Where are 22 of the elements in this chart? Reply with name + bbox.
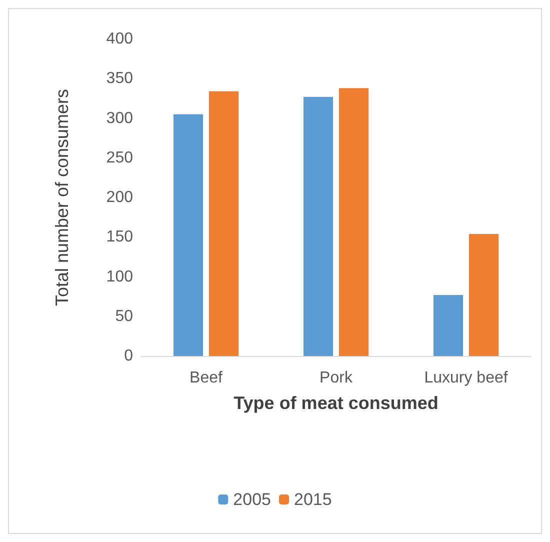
y-tick-label: 200 [106,189,134,206]
y-tick-label: 150 [106,228,134,246]
bar [304,96,334,356]
bar [208,91,238,356]
y-tick-label: 50 [115,308,134,325]
x-axis-title: Type of meat consumed [234,393,438,413]
y-tick-label: 250 [106,149,134,166]
x-tick-label: Beef [190,370,224,386]
y-tick-label: 0 [124,348,134,364]
y-axis-title: Total number of consumers [52,88,72,306]
x-tick-label: Luxury beef [424,370,508,386]
y-tick-label: 350 [106,70,134,88]
y-tick-label: 100 [106,268,134,286]
bar [434,294,464,356]
bar [338,88,368,356]
legend-label: 2005 [233,490,272,509]
y-tick-label: 300 [106,110,134,127]
legend-label: 2015 [294,490,332,509]
y-tick-label: 400 [106,30,134,48]
bar [174,114,204,356]
bar [468,234,498,356]
x-tick-label: Pork [320,370,354,386]
